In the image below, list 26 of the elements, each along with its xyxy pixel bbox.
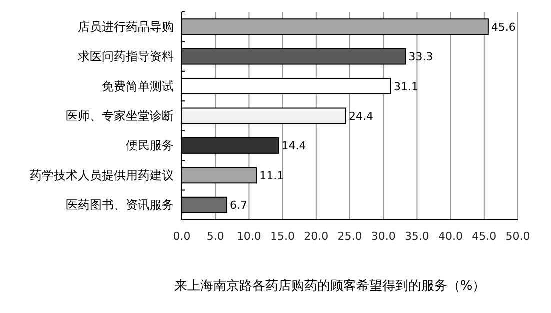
y-tick-label: 求医问药指导资料 <box>78 50 174 64</box>
y-tick-label: 药学技术人员提供用药建议 <box>30 168 174 182</box>
x-tick-label: 0.0 <box>173 230 191 243</box>
x-tick-label: 10.0 <box>236 230 262 243</box>
data-label: 45.6 <box>491 20 516 34</box>
x-tick-label: 40.0 <box>438 230 464 243</box>
data-label: 11.1 <box>260 169 284 182</box>
x-tick-label: 25.0 <box>338 230 362 243</box>
x-tick-label: 50.0 <box>506 230 530 243</box>
x-tick-label: 35.0 <box>404 230 430 243</box>
y-tick-label: 店员进行药品导购 <box>78 20 174 34</box>
data-label: 24.4 <box>348 110 374 123</box>
x-tick-label: 5.0 <box>206 230 224 243</box>
text: 来上海南京路各药店购药的顾客希望得到的服务（%） <box>174 278 486 294</box>
x-tick-label: 45.0 <box>472 230 497 243</box>
y-tick-label: 免费简单测试 <box>102 79 174 94</box>
x-tick-label: 15.0 <box>270 230 296 243</box>
x-tick-label: 30.0 <box>371 230 396 243</box>
y-tick-label: 医药图书、资讯服务 <box>66 198 174 212</box>
y-tick-label: 医师、专家坐堂诊断 <box>66 109 174 123</box>
y-tick-label: 便民服务 <box>126 138 174 153</box>
data-label: 14.4 <box>282 140 306 153</box>
data-label: 6.7 <box>230 199 248 212</box>
x-tick-label: 20.0 <box>304 230 329 243</box>
data-label: 31.1 <box>394 80 418 94</box>
data-label: 33.3 <box>408 50 434 64</box>
